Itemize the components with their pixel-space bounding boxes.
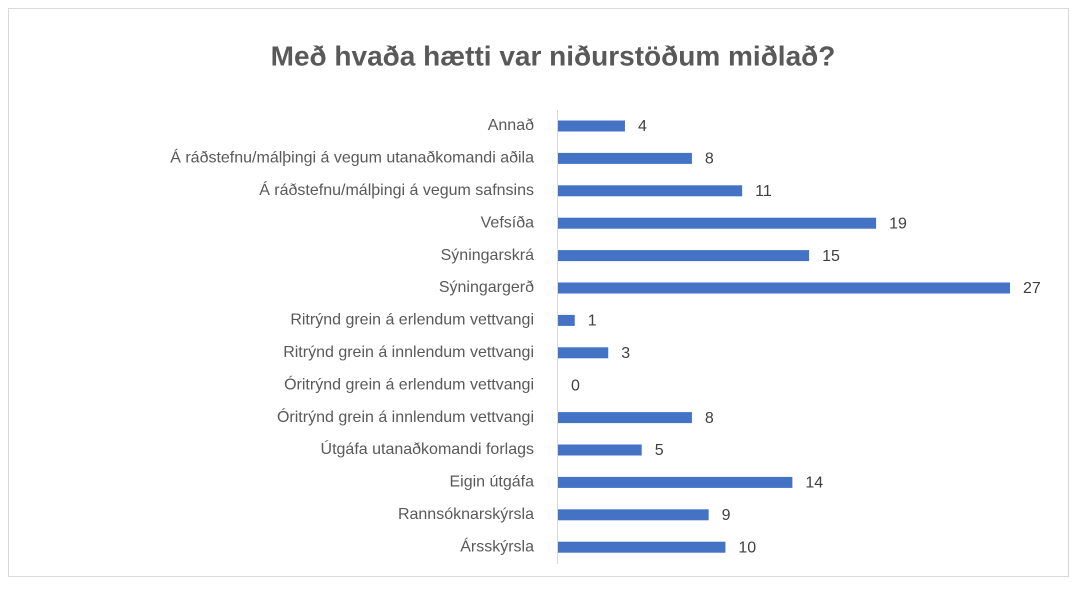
category-label: Útgáfa utanaðkomandi forlags [321,439,534,458]
category-label: Vefsíða [481,214,534,231]
data-label: 11 [755,183,772,200]
category-label: Á ráðstefnu/málþingi á vegum safnsins [259,180,534,199]
data-label: 10 [738,539,756,556]
data-label: 8 [705,151,714,168]
bar [558,541,726,553]
chart-title: Með hvaða hætti var niðurstöðum miðlað? [271,40,836,71]
data-label: 14 [805,475,823,492]
bar [558,412,692,424]
bar [558,314,575,326]
data-label: 0 [571,377,580,394]
category-label: Ársskýrsla [460,536,534,555]
bar [558,250,810,262]
data-label: 5 [655,442,664,459]
bar [558,347,609,359]
bar [558,476,793,488]
bar [558,152,692,164]
data-label: 4 [638,118,647,135]
bar [558,509,709,521]
category-label: Óritrýnd grein á erlendum vettvangi [284,374,534,393]
data-label: 9 [722,507,731,524]
category-label: Ritrýnd grein á innlendum vettvangi [283,344,534,361]
category-label: Ritrýnd grein á erlendum vettvangi [290,312,534,329]
bar [558,185,743,197]
bar [558,217,877,229]
category-label: Sýningargerð [439,279,534,296]
category-label: Eigin útgáfa [449,474,534,491]
data-label: 3 [621,345,630,362]
bar [558,120,625,132]
data-label: 15 [822,248,840,265]
category-label: Á ráðstefnu/málþingi á vegum utanaðkoman… [170,148,534,167]
bar [558,444,642,456]
category-label: Sýningarskrá [441,247,534,264]
category-label: Rannsóknarskýrsla [398,506,534,523]
bar [558,282,1010,294]
data-label: 8 [705,410,714,427]
data-label: 27 [1023,280,1041,297]
data-label: 1 [588,313,597,330]
data-label: 19 [889,215,907,232]
category-label: Óritrýnd grein á innlendum vettvangi [277,407,534,426]
category-label: Annað [488,117,534,134]
